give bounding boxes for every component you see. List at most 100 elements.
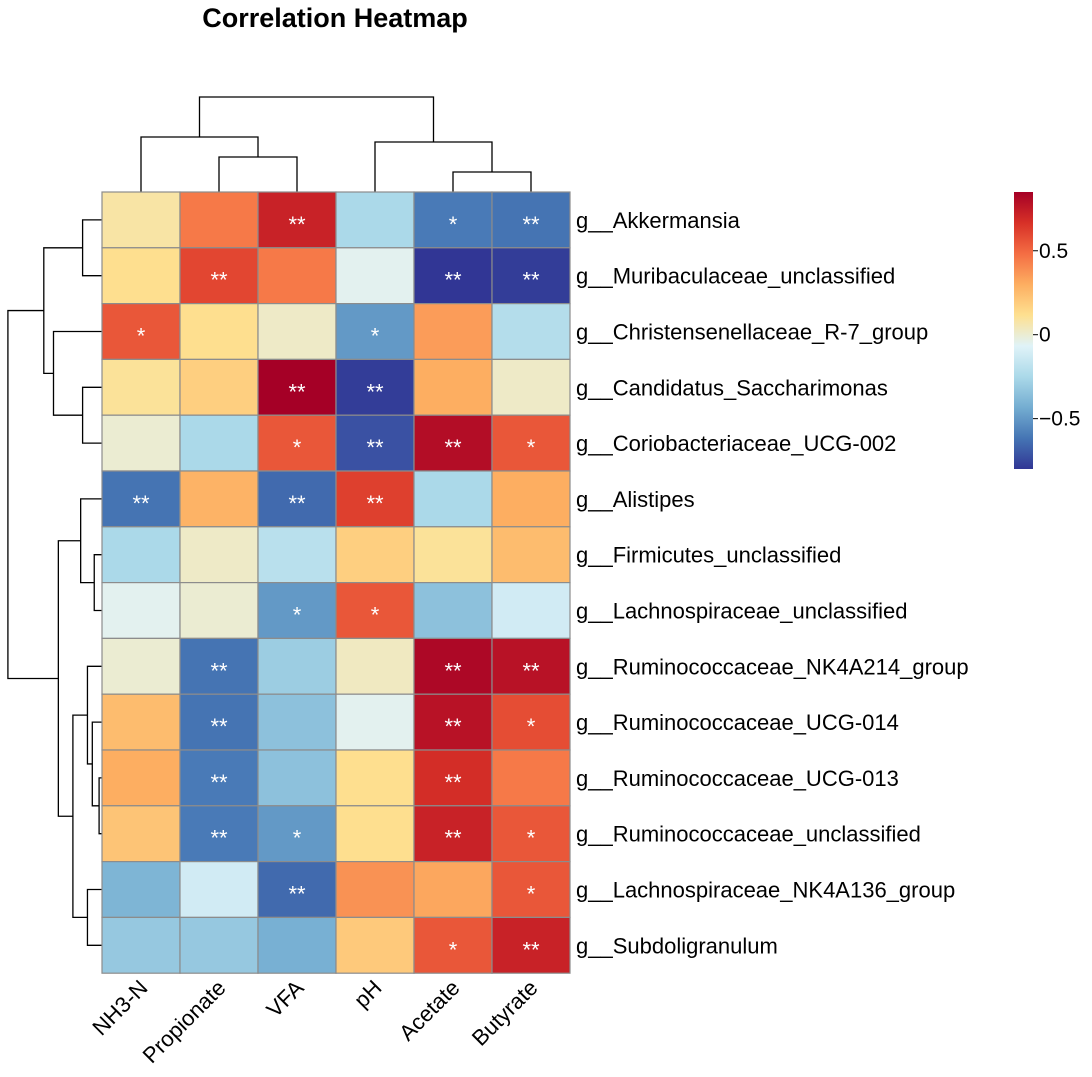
significance-mark: ** — [444, 268, 462, 293]
heatmap-cell — [491, 526, 571, 584]
heatmap-cell — [179, 860, 259, 918]
color-legend: 0.5 0 −0.5 — [1014, 192, 1080, 469]
heatmap-cell — [335, 805, 415, 863]
row-label: g__Candidatus_Saccharimonas — [576, 375, 888, 400]
heatmap-cell — [335, 191, 415, 249]
heatmap-cell — [491, 303, 571, 361]
heatmap-cell — [101, 247, 181, 305]
heatmap-cell — [101, 916, 181, 974]
row-dendrogram-branch — [93, 554, 102, 612]
heatmap-cell — [491, 860, 571, 918]
heatmap-cell — [101, 637, 181, 695]
heatmap-cell — [101, 805, 181, 863]
significance-mark: ** — [366, 491, 384, 516]
row-dendrogram-branch — [81, 219, 102, 277]
significance-mark: ** — [210, 714, 228, 739]
heatmap-cell — [491, 581, 571, 639]
row-label: g__Akkermansia — [576, 208, 741, 233]
row-label: g__Muribaculaceae_unclassified — [576, 264, 895, 289]
heatmap-cell — [491, 414, 571, 472]
row-label: g__Lachnospiraceae_NK4A136_group — [576, 878, 955, 903]
row-dendrogram-branch — [57, 540, 81, 817]
significance-mark: * — [449, 937, 458, 962]
heatmap-cell — [101, 526, 181, 584]
heatmap-cell — [257, 247, 337, 305]
heatmap-cell — [335, 247, 415, 305]
row-label: g__Coriobacteriaceae_UCG-002 — [576, 431, 896, 456]
heatmap-cell — [101, 358, 181, 416]
row-label: g__Ruminococcaceae_UCG-014 — [576, 710, 899, 735]
heatmap-cell — [179, 581, 259, 639]
significance-mark: ** — [210, 770, 228, 795]
row-dendrogram-branch — [81, 386, 102, 444]
heatmap-cell — [491, 247, 571, 305]
heatmap-cell — [257, 637, 337, 695]
significance-mark: ** — [288, 882, 306, 907]
heatmap-cell — [101, 860, 181, 918]
column-dendrogram-branch — [198, 96, 435, 142]
heatmap-cell — [491, 805, 571, 863]
row-dendrogram-branch — [52, 330, 102, 416]
heatmap-cell — [257, 749, 337, 807]
row-label: g__Ruminococcaceae_NK4A214_group — [576, 654, 969, 679]
column-label: Propionate — [138, 975, 231, 1068]
heatmap-cell — [491, 749, 571, 807]
row-dendrogram-branch — [72, 714, 88, 919]
heatmap-cell — [413, 526, 493, 584]
row-labels: g__Akkermansia g__Muribaculaceae_unclassi… — [576, 208, 969, 958]
heatmap-cell — [413, 470, 493, 528]
heatmap-cell — [101, 414, 181, 472]
column-dendrogram-branch — [452, 171, 532, 192]
significance-mark: ** — [288, 491, 306, 516]
column-dendrogram-branch — [218, 156, 298, 192]
heatmap-cell — [413, 749, 493, 807]
heatmap-cell — [335, 693, 415, 751]
heatmap-cell — [179, 303, 259, 361]
significance-mark: ** — [366, 435, 384, 460]
column-dendrogram-branch — [374, 141, 493, 192]
heatmap-cell — [179, 414, 259, 472]
row-label: g__Christensenellaceae_R-7_group — [576, 320, 928, 345]
significance-mark: ** — [444, 658, 462, 683]
heatmap-cell — [335, 916, 415, 974]
column-label: pH — [349, 975, 387, 1013]
significance-mark: ** — [444, 826, 462, 851]
legend-tick-label: −0.5 — [1039, 408, 1080, 431]
significance-mark: ** — [444, 770, 462, 795]
heatmap-cell — [257, 303, 337, 361]
significance-mark: * — [371, 324, 380, 349]
heatmap-cell — [257, 358, 337, 416]
heatmap-cell — [335, 581, 415, 639]
heatmap-cell — [101, 191, 181, 249]
row-label: g__Subdoligranulum — [576, 933, 778, 958]
significance-mark: * — [137, 324, 146, 349]
significance-mark: ** — [444, 714, 462, 739]
heatmap-cell — [179, 805, 259, 863]
significance-mark: ** — [132, 491, 150, 516]
row-label: g__Ruminococcaceae_UCG-013 — [576, 766, 899, 791]
heatmap-cell — [413, 916, 493, 974]
significance-mark: ** — [444, 435, 462, 460]
significance-mark: ** — [210, 826, 228, 851]
heatmap-cell — [413, 860, 493, 918]
chart-title: Correlation Heatmap — [202, 3, 468, 33]
significance-mark: ** — [522, 658, 540, 683]
row-dendrogram-branch — [91, 721, 102, 807]
significance-mark: ** — [210, 268, 228, 293]
row-label: g__Firmicutes_unclassified — [576, 543, 841, 568]
significance-mark: ** — [522, 937, 540, 962]
heatmap-cell — [257, 860, 337, 918]
significance-mark: * — [527, 882, 536, 907]
heatmap-cell — [101, 749, 181, 807]
heatmap-cell — [179, 749, 259, 807]
significance-mark: ** — [288, 212, 306, 237]
heatmap-cell — [257, 693, 337, 751]
heatmap-cell — [257, 414, 337, 472]
heatmap-cell — [413, 581, 493, 639]
heatmap-cell — [413, 414, 493, 472]
column-label: VFA — [261, 975, 308, 1022]
heatmap-cell — [413, 693, 493, 751]
row-label: g__Ruminococcaceae_unclassified — [576, 822, 921, 847]
significance-mark: * — [527, 435, 536, 460]
